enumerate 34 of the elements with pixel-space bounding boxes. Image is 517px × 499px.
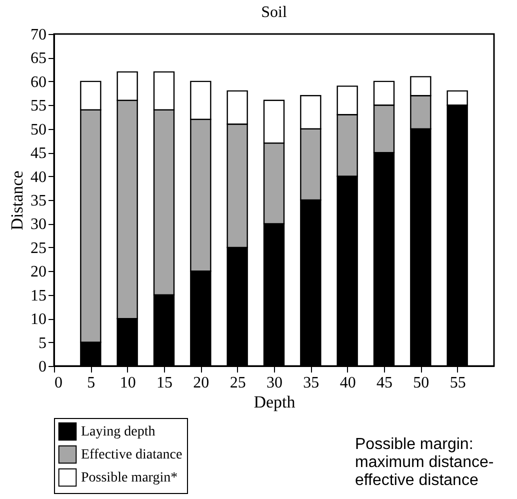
- y-tick-label: 10: [30, 311, 46, 328]
- y-tick-label: 35: [30, 192, 46, 210]
- y-tick-label: 20: [30, 264, 46, 281]
- y-tick-label: 25: [30, 240, 46, 257]
- y-tick-label: 50: [30, 121, 46, 138]
- x-tick-label: 40: [340, 374, 356, 392]
- legend-label: Effective diatance: [81, 448, 182, 462]
- x-tick-label: 30: [266, 374, 282, 392]
- y-tick-label: 45: [30, 145, 46, 162]
- y-tick-label: 65: [30, 50, 46, 68]
- legend-label: Possible margin*: [81, 470, 178, 486]
- x-tick-label: 45: [376, 374, 392, 392]
- y-tick-label: 30: [30, 216, 46, 234]
- text: Possible margin: maximum distance-effective distance: [355, 436, 495, 490]
- y-tick-label: 40: [30, 168, 46, 186]
- y-tick-label: 55: [30, 98, 46, 115]
- y-tick-label: 60: [30, 74, 46, 91]
- legend-label: Laying depth: [81, 424, 156, 440]
- chart-title: Soil: [261, 4, 288, 21]
- x-tick-label: 50: [413, 374, 430, 392]
- y-tick-label: 0: [38, 358, 46, 376]
- x-tick-label: 20: [193, 374, 210, 392]
- x-tick-label: 0: [54, 374, 62, 392]
- x-axis-title: Depth: [254, 392, 296, 412]
- y-tick-label: 15: [30, 287, 46, 304]
- y-tick-label: 5: [38, 334, 46, 352]
- x-tick-label: 15: [156, 374, 172, 392]
- y-axis-title: Distance: [8, 170, 26, 230]
- y-tick-label: 70: [30, 26, 46, 44]
- x-tick-label: 10: [120, 374, 136, 392]
- x-tick-label: 55: [450, 374, 466, 392]
- x-tick-label: 5: [87, 374, 96, 392]
- x-tick-label: 25: [230, 374, 246, 392]
- x-tick-label: 35: [303, 374, 320, 392]
